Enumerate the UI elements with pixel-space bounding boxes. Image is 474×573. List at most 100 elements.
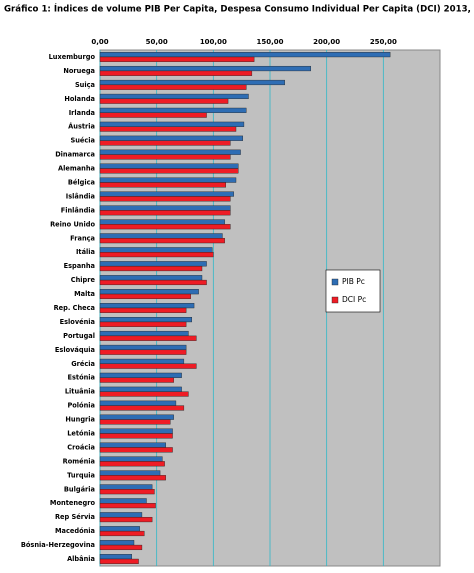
bar (99, 205, 231, 211)
bar (99, 317, 193, 323)
bar (99, 558, 139, 564)
bar (99, 386, 182, 392)
bar (99, 447, 173, 453)
bar (99, 349, 187, 355)
bar (99, 191, 234, 197)
bar (99, 135, 244, 141)
bar (99, 233, 223, 239)
y-tick-label: Letónia (67, 430, 95, 438)
bar (99, 330, 189, 337)
bar (99, 475, 166, 481)
bar (99, 93, 249, 100)
bar (99, 512, 143, 518)
y-tick-label: Itália (76, 248, 95, 256)
bar (99, 107, 247, 113)
bar (99, 126, 237, 132)
bar (99, 52, 391, 58)
bar (99, 456, 163, 462)
legend: PIB Pc DCI Pc (325, 269, 381, 313)
bar (99, 540, 135, 546)
y-tick-label: Montenegro (50, 499, 96, 507)
y-tick-label: Noruega (63, 67, 95, 75)
bar (99, 503, 156, 509)
bar (99, 419, 171, 425)
y-tick-label: Irlanda (69, 109, 95, 117)
y-tick-label: Eslovénia (60, 318, 95, 326)
legend-box (325, 269, 381, 313)
bar (99, 335, 197, 341)
bar (99, 84, 247, 90)
y-tick-label: Malta (74, 290, 95, 298)
y-tick-label: Rep Sérvia (55, 513, 95, 521)
bar (99, 344, 187, 351)
bar (99, 442, 166, 448)
y-tick-label: Áustria (68, 122, 95, 131)
bar (99, 182, 227, 188)
bar (99, 363, 197, 369)
y-tick-label: Reino Unido (50, 220, 95, 228)
bar (99, 470, 161, 476)
bar (99, 56, 255, 62)
y-tick-label: Finlândia (61, 206, 95, 214)
x-tick-label: 250,00 (370, 38, 397, 46)
y-tick-label: Bélgica (68, 178, 95, 186)
y-tick-label: Roménia (63, 457, 95, 465)
bar (99, 489, 155, 495)
bar (99, 154, 231, 160)
bar (99, 544, 143, 551)
legend-swatch (331, 296, 339, 304)
bar (99, 461, 165, 467)
x-tick-label: 150,00 (256, 38, 283, 46)
bar (99, 279, 207, 286)
y-tick-label: Albânia (67, 555, 95, 563)
bar (99, 358, 185, 364)
y-tick-label: Dinamarca (55, 151, 95, 159)
bar (99, 554, 132, 560)
y-tick-label: Luxemburgo (49, 53, 96, 61)
bar (99, 321, 187, 327)
y-tick-label: Espanha (64, 262, 95, 270)
bar (99, 224, 231, 230)
bar (99, 247, 213, 253)
bar (99, 498, 147, 504)
bar (99, 149, 241, 155)
bar (99, 177, 237, 183)
y-tick-label: Grécia (71, 360, 95, 368)
bar (99, 433, 173, 439)
legend-label: PIB Pc (342, 277, 365, 286)
chart-title: Gráfico 1: Índices de volume PIB Per Cap… (4, 3, 474, 15)
y-tick-label: Portugal (63, 332, 95, 340)
bar (99, 140, 231, 146)
bar (99, 530, 145, 537)
x-tick-label: 200,00 (313, 38, 340, 46)
y-tick-label: França (70, 234, 95, 242)
bar (99, 372, 182, 378)
y-tick-label: Alemanha (58, 165, 95, 173)
x-tick-label: 100,00 (200, 38, 227, 46)
bar (99, 70, 253, 76)
y-tick-label: Bulgária (64, 485, 95, 493)
legend-swatch (331, 278, 339, 286)
bar (99, 219, 225, 225)
bar (99, 79, 285, 86)
bar (99, 428, 173, 434)
bar (99, 400, 177, 406)
bar (99, 405, 185, 411)
bar (99, 484, 153, 490)
bar (99, 307, 187, 313)
bar (99, 391, 189, 397)
x-tick-label: 50,00 (146, 38, 168, 46)
bar (99, 289, 199, 295)
y-tick-label: Suécia (70, 137, 95, 145)
y-tick-label: Rep. Checa (54, 304, 95, 312)
bar (99, 210, 231, 216)
y-tick-label: Estónia (67, 374, 95, 382)
bar (99, 252, 214, 258)
bar (99, 65, 312, 72)
bar (99, 303, 195, 309)
y-tick-label: Hungria (65, 416, 95, 424)
y-tick-label: Lituânia (65, 388, 95, 396)
y-tick-label: Turquia (67, 471, 95, 479)
y-tick-label: Islândia (66, 192, 95, 200)
